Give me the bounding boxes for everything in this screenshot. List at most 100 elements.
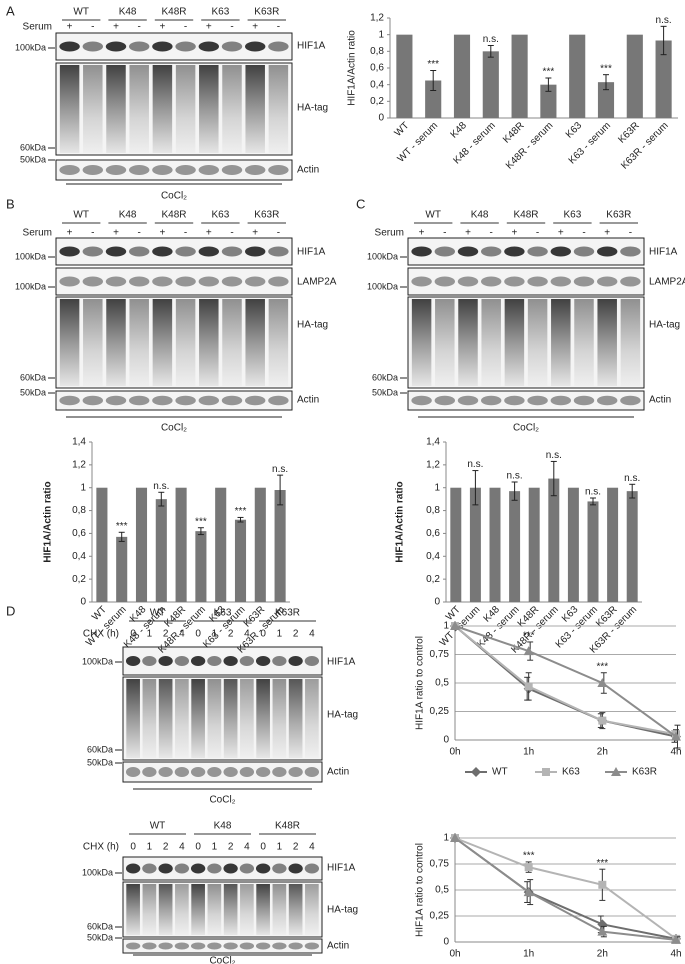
y-tick-label: 0	[378, 113, 384, 124]
x-tick-label: 0h	[449, 747, 460, 758]
y-axis-label: HIF1A/Actin ratio	[395, 481, 406, 562]
smear	[158, 884, 173, 935]
lane-label: 1	[212, 629, 218, 640]
smear	[191, 679, 205, 758]
band	[105, 395, 127, 406]
lane-label: +	[206, 228, 212, 239]
band	[125, 942, 141, 950]
y-tick-label: 1,4	[72, 437, 86, 448]
band-label: LAMP2A	[649, 277, 685, 288]
marker-label: 100kDa	[367, 251, 398, 261]
lane-label: -	[490, 228, 493, 239]
band	[272, 863, 287, 874]
band	[105, 246, 127, 257]
band	[255, 656, 271, 666]
smear	[191, 884, 205, 935]
band	[221, 395, 243, 406]
band	[411, 395, 432, 406]
band-label: HA-tag	[649, 320, 680, 331]
band	[190, 767, 206, 777]
band	[244, 41, 266, 52]
band	[198, 41, 220, 52]
marker-label: 60kDa	[87, 921, 113, 931]
y-tick-label: 0,2	[370, 96, 384, 107]
blot-box	[55, 390, 293, 411]
smear	[527, 299, 548, 386]
lane-label: 2	[228, 629, 234, 640]
group-label: K63	[212, 210, 230, 221]
band	[434, 276, 456, 287]
band	[158, 656, 173, 666]
band	[158, 863, 173, 874]
group-label: K48	[119, 210, 137, 221]
row-label: CHX (h)	[83, 629, 119, 640]
lane-label: +	[159, 22, 165, 33]
lane-label: -	[230, 22, 233, 33]
bar	[489, 487, 501, 602]
smear	[199, 299, 219, 386]
x-tick-label: 4h	[670, 747, 681, 758]
band	[434, 395, 456, 406]
smear	[435, 299, 455, 386]
band	[175, 276, 196, 287]
band	[304, 863, 320, 874]
significance: n.s.	[467, 459, 483, 470]
band	[504, 276, 525, 287]
band-label: HA-tag	[327, 905, 358, 916]
bar	[482, 51, 499, 119]
band	[223, 656, 238, 666]
band	[255, 942, 271, 950]
marker-label: 50kDa	[20, 154, 46, 164]
band	[59, 395, 80, 406]
band	[82, 246, 104, 257]
bar	[96, 487, 108, 602]
marker-label: 60kDa	[20, 372, 46, 382]
band	[304, 656, 320, 666]
group-label: K63	[214, 608, 232, 619]
band	[125, 656, 141, 666]
x-tick-label: K63	[564, 120, 585, 141]
y-tick-label: 0,4	[370, 79, 384, 90]
band	[244, 395, 266, 406]
band	[175, 165, 196, 175]
significance: n.s.	[507, 471, 523, 482]
smear	[245, 299, 265, 386]
band	[198, 395, 220, 406]
y-tick-label: 0,8	[370, 46, 384, 57]
lane-label: +	[67, 228, 73, 239]
lane-label: +	[558, 228, 564, 239]
panel-label: D	[6, 603, 15, 618]
smear	[288, 884, 303, 935]
band	[255, 863, 271, 874]
group-label: K48	[471, 210, 489, 221]
marker-label: 100kDa	[367, 281, 398, 291]
lane-label: 1	[277, 842, 283, 853]
y-tick-label: 0,2	[72, 574, 86, 585]
band-label: HIF1A	[327, 657, 356, 668]
band	[221, 276, 243, 287]
series-line	[454, 625, 677, 738]
significance: n.s.	[546, 450, 562, 461]
band	[268, 41, 289, 52]
point	[523, 887, 534, 897]
group-label: K63R	[275, 608, 300, 619]
lane-label: 0	[195, 842, 201, 853]
band	[504, 246, 525, 257]
significance: n.s.	[483, 34, 499, 45]
band	[174, 942, 190, 950]
band	[142, 767, 157, 777]
band	[59, 276, 80, 287]
band-label: HIF1A	[327, 863, 356, 874]
band-label: Actin	[327, 941, 349, 952]
group-label: K48R	[275, 821, 300, 832]
band	[82, 41, 104, 52]
band-label: HA-tag	[297, 320, 328, 331]
smear	[272, 884, 287, 935]
band	[128, 395, 150, 406]
treatment-label: CoCl₂	[209, 795, 235, 806]
point	[597, 678, 608, 687]
bar	[425, 80, 442, 118]
y-tick-label: 0,5	[435, 678, 449, 689]
band	[268, 276, 289, 287]
point	[450, 621, 460, 630]
